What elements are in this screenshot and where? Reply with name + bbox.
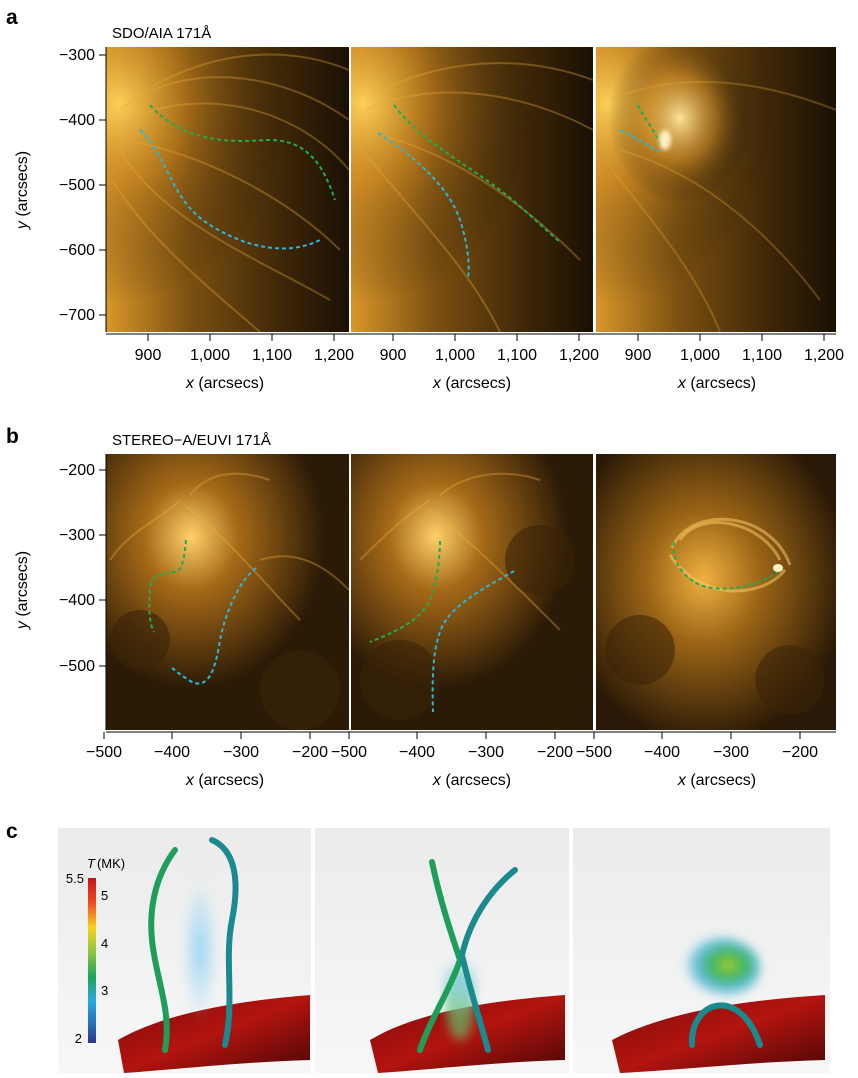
panel-a-xtick: 1,200 (559, 347, 599, 364)
panel-b-letter: b (6, 425, 19, 448)
panel-b-xlabel-1: x (arcsecs) (185, 772, 264, 789)
panel-a-xtick: 900 (135, 347, 162, 364)
panel-b-x-axis (103, 731, 836, 739)
panel-a-y-axis (99, 47, 107, 332)
panel-a-ytick: −500 (59, 177, 95, 194)
panel-c-colorbar (88, 878, 96, 1043)
panel-c-render-2 (315, 828, 569, 1073)
panel-c-render-3 (573, 828, 830, 1073)
panel-a-xtick: 1,100 (252, 347, 292, 364)
panel-a-ytick: −600 (59, 242, 95, 259)
panel-c-render-1 (58, 828, 311, 1073)
panel-c-colorbar-tick: 2 (75, 1031, 82, 1046)
panel-c-colorbar-tick: 4 (101, 936, 108, 951)
panel-b-xtick: −200 (292, 744, 328, 761)
panel-c-colorbar-tick: 5.5 (66, 871, 84, 886)
panel-b-xtick: −200 (537, 744, 573, 761)
panel-b-xtick: −400 (399, 744, 435, 761)
panel-c-letter: c (6, 820, 18, 843)
panel-a-xtick: 1,200 (804, 347, 844, 364)
panel-b-ytick: −200 (59, 462, 95, 479)
panel-a-image-1 (106, 47, 350, 333)
panel-a-ytick: −400 (59, 112, 95, 129)
panel-a-xtick: 1,000 (190, 347, 230, 364)
panel-b-image-1 (106, 454, 350, 730)
panel-b-xtick: −300 (713, 744, 749, 761)
panel-b-xtick: −500 (86, 744, 122, 761)
panel-a-xlabel-1: x (arcsecs) (185, 375, 264, 392)
panel-a-letter: a (6, 6, 18, 29)
panel-a-instrument: SDO/AIA 171Å (112, 25, 211, 42)
panel-a-xtick: 900 (625, 347, 652, 364)
panel-b-y-axis (99, 454, 107, 730)
panel-c-colorbar-tick: 5 (101, 888, 108, 903)
panel-a-xtick: 1,000 (435, 347, 475, 364)
panel-a-xtick: 900 (380, 347, 407, 364)
panel-b-xtick: −300 (468, 744, 504, 761)
panel-c-colorbar-tick: 3 (101, 983, 108, 998)
panel-a-xtick: 1,100 (742, 347, 782, 364)
panel-b-xlabel-3: x (arcsecs) (677, 772, 756, 789)
panel-a-ylabel: y (arcsecs) (14, 151, 31, 230)
panel-a-xtick: 1,200 (314, 347, 354, 364)
panel-a-ytick: −700 (59, 307, 95, 324)
panel-a-ytick: −300 (59, 47, 95, 64)
panel-a-x-axis (106, 333, 836, 341)
panel-b-image-2 (351, 454, 593, 730)
panel-b-ytick: −500 (59, 658, 95, 675)
panel-b-xtick: −400 (154, 744, 190, 761)
panel-a-image-3 (596, 47, 837, 333)
panel-b-instrument: STEREO−A/EUVI 171Å (112, 432, 271, 449)
panel-b-ytick: −300 (59, 527, 95, 544)
panel-a-image-2 (351, 47, 594, 333)
panel-b-ytick: −400 (59, 592, 95, 609)
panel-b-xtick: −400 (644, 744, 680, 761)
panel-b-xtick: −300 (223, 744, 259, 761)
panel-a-xtick: 1,000 (680, 347, 720, 364)
panel-c-colorbar-title: T (MK) (87, 856, 125, 871)
panel-a-xtick: 1,100 (497, 347, 537, 364)
panel-b-xlabel-2: x (arcsecs) (432, 772, 511, 789)
panel-b-ylabel: y (arcsecs) (14, 551, 31, 630)
panel-b-image-3 (596, 454, 836, 730)
panel-b-xtick: −500 (331, 744, 367, 761)
panel-a-xlabel-3: x (arcsecs) (677, 375, 756, 392)
panel-b-xtick: −500 (576, 744, 612, 761)
panel-a-xlabel-2: x (arcsecs) (432, 375, 511, 392)
panel-b-xtick: −200 (782, 744, 818, 761)
